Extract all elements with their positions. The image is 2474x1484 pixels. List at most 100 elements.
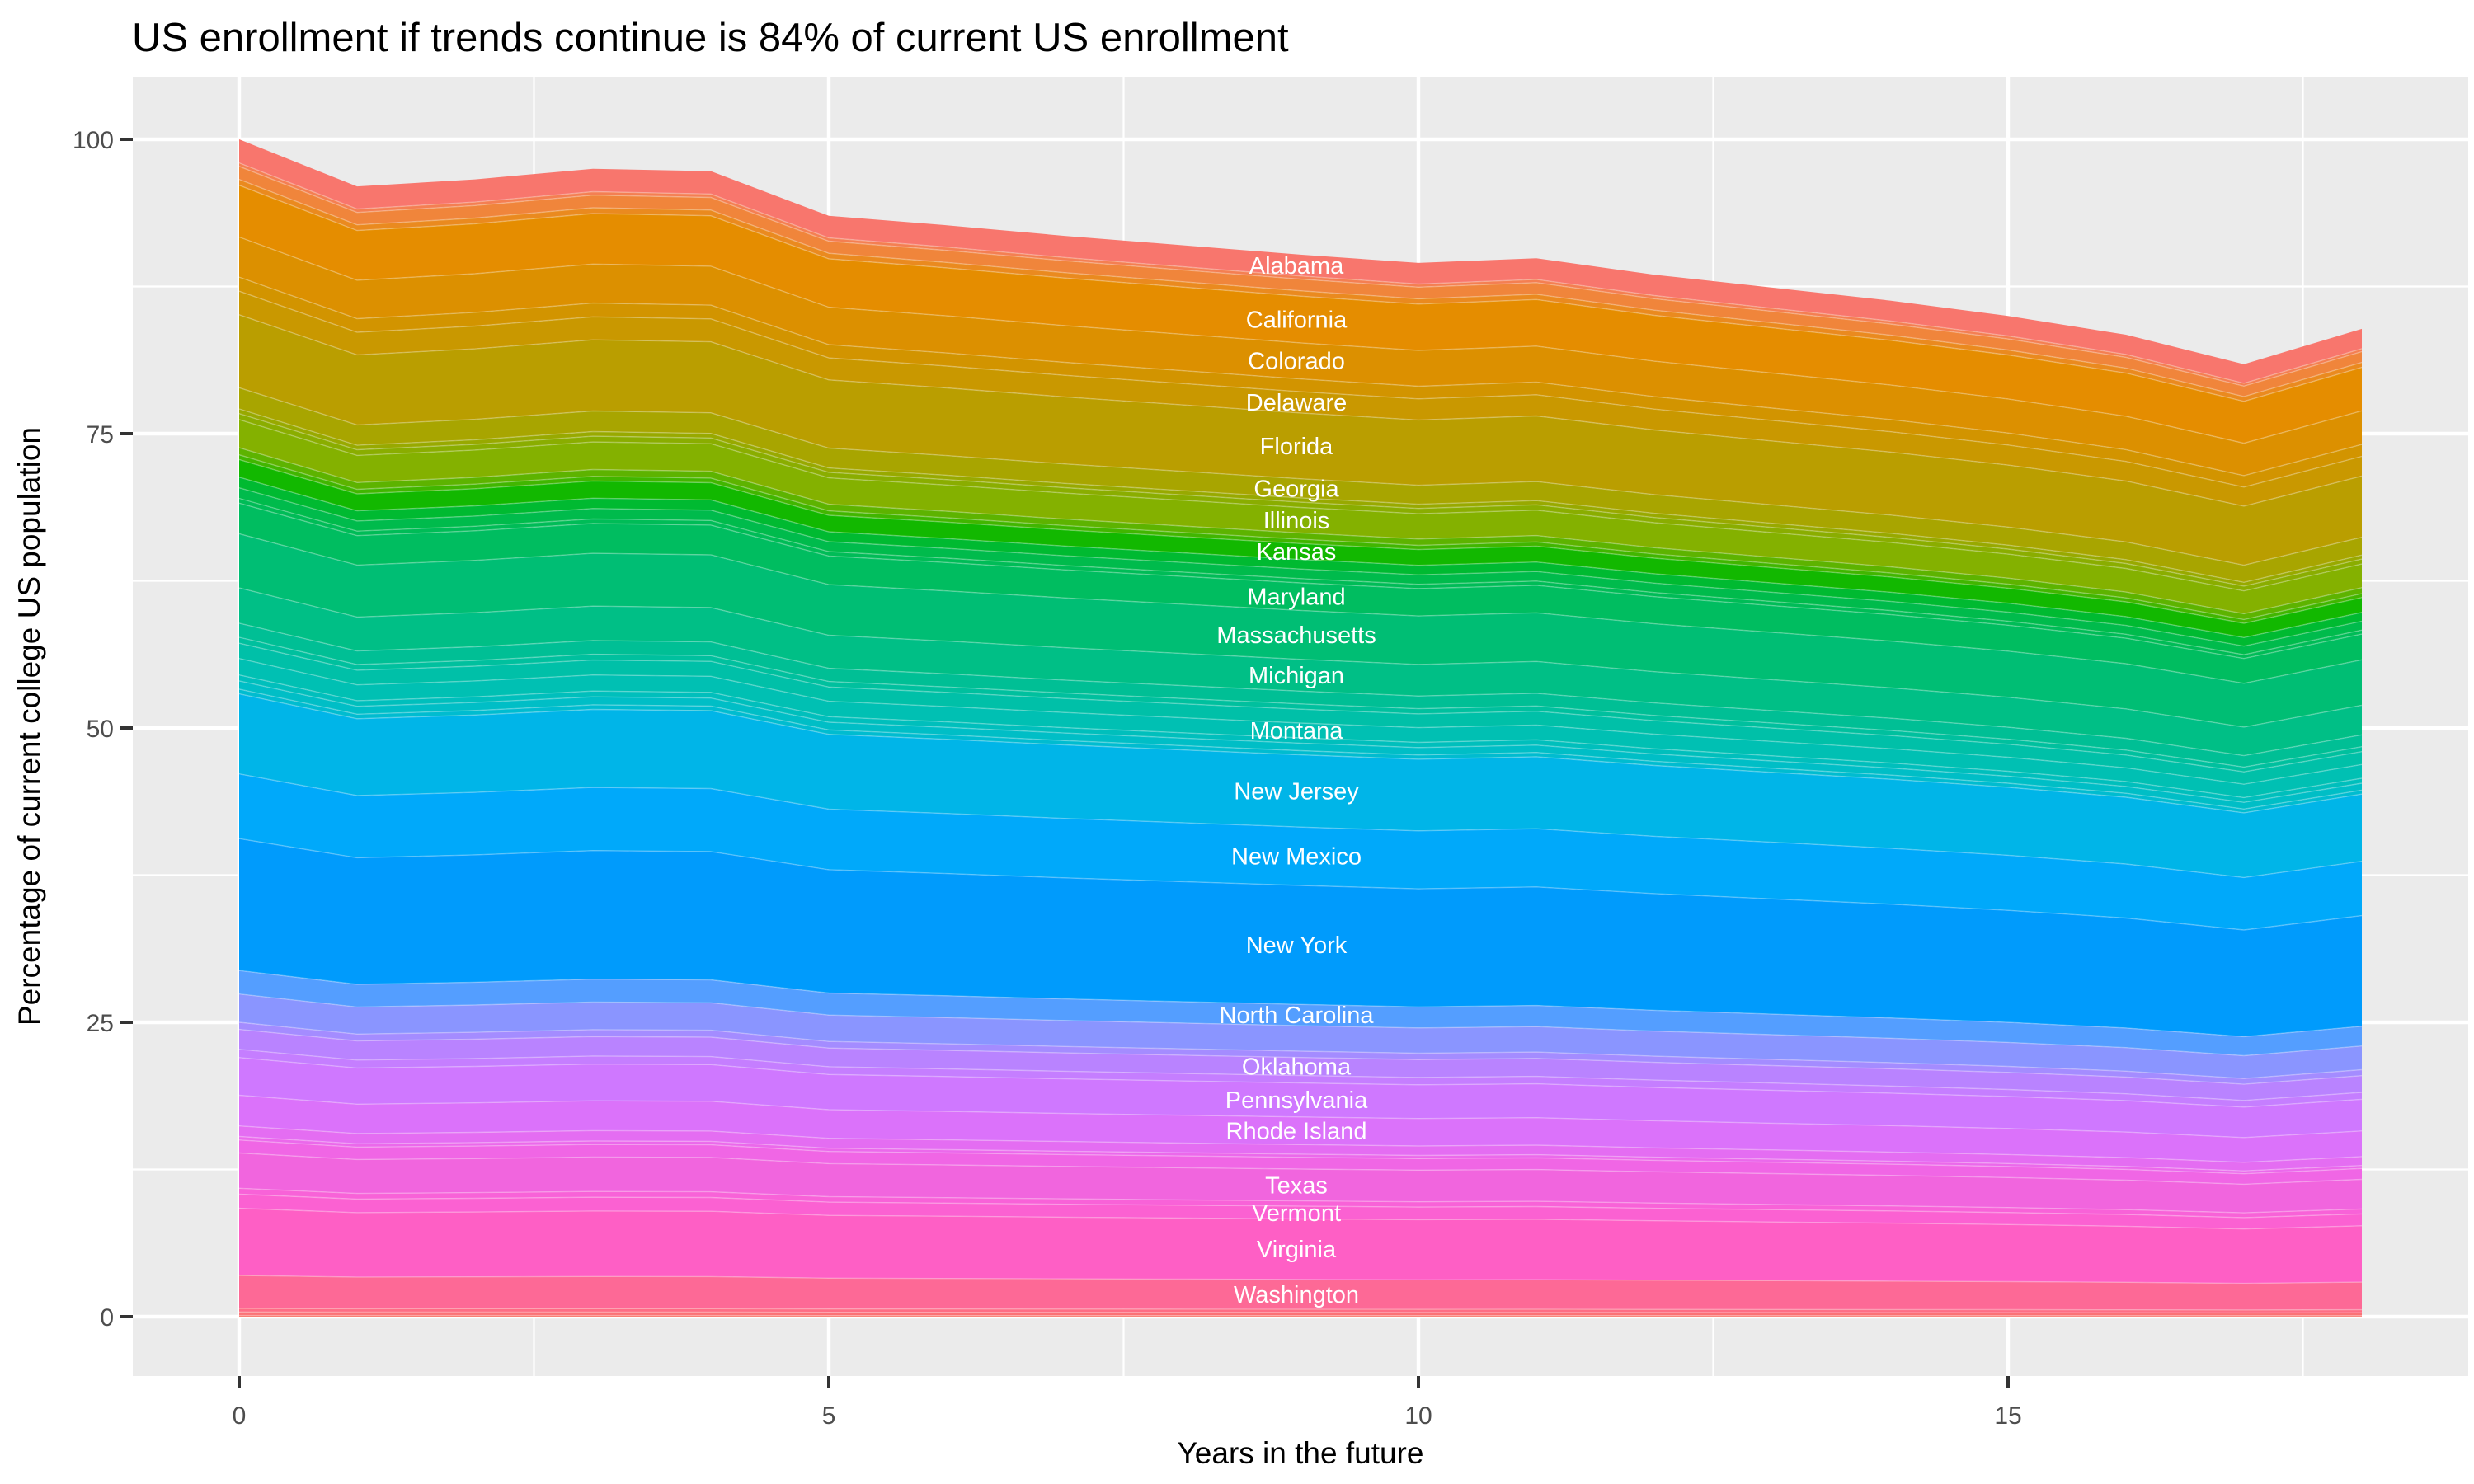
band-boundary-new-hampshire xyxy=(238,688,2363,810)
area-band-north-carolina xyxy=(239,970,2362,1056)
area-band-vermont xyxy=(239,1194,2362,1229)
area-band-hawaii xyxy=(239,409,2362,586)
band-boundary-illinois xyxy=(238,419,2363,592)
state-label-illinois: Illinois xyxy=(1263,508,1330,534)
band-boundary-utah xyxy=(238,1187,2363,1214)
band-boundary-arkansas xyxy=(238,178,2363,397)
band-boundary-georgia xyxy=(238,387,2363,566)
area-band-texas xyxy=(239,1153,2362,1214)
band-boundary-oregon xyxy=(238,1049,2363,1101)
area-band-pennsylvania xyxy=(239,1057,2362,1138)
band-boundary-idaho xyxy=(238,413,2363,587)
area-band-tennessee xyxy=(239,1139,2362,1185)
state-label-michigan: Michigan xyxy=(1249,663,1344,689)
area-band-alabama xyxy=(239,139,2362,383)
y-tick-label-50: 50 xyxy=(87,716,114,743)
band-boundary-maine xyxy=(238,497,2363,655)
y-tick-label-100: 100 xyxy=(73,127,114,154)
area-band-georgia xyxy=(239,387,2362,583)
area-band-arkansas xyxy=(239,179,2362,402)
band-boundary-montana xyxy=(238,658,2363,785)
area-band-minnesota xyxy=(239,622,2362,768)
x-axis-title: Years in the future xyxy=(1178,1436,1424,1470)
band-boundary-oklahoma xyxy=(238,1028,2363,1085)
band-boundary-texas xyxy=(238,1152,2363,1186)
area-band-iowa xyxy=(239,454,2362,623)
stacked-area-bands xyxy=(239,139,2362,1317)
area-band-missouri xyxy=(239,643,2362,785)
band-boundary-minnesota xyxy=(238,622,2363,757)
area-band-north-dakota xyxy=(239,993,2362,1079)
area-band-connecticut xyxy=(239,277,2362,487)
area-band-colorado xyxy=(239,237,2362,476)
band-boundary-kentucky xyxy=(238,477,2363,639)
y-tick-label-75: 75 xyxy=(87,421,114,448)
area-band-new-mexico xyxy=(239,773,2362,930)
area-band-maine xyxy=(239,498,2362,659)
state-label-new-jersey: New Jersey xyxy=(1234,778,1359,805)
band-boundary-hawaii xyxy=(238,408,2363,584)
state-label-virginia: Virginia xyxy=(1257,1237,1337,1263)
y-axis-title: Percentage of current college US populat… xyxy=(12,427,46,1026)
band-boundary-alaska xyxy=(238,162,2363,384)
band-boundary-nevada xyxy=(238,680,2363,803)
state-label-new-mexico: New Mexico xyxy=(1231,844,1362,871)
band-boundary-kansas xyxy=(238,458,2363,624)
area-band-alaska xyxy=(239,162,2362,387)
state-label-new-york: New York xyxy=(1246,932,1348,959)
axis-tick-labels: 0 5 10 15 0 25 50 75 100 xyxy=(73,127,2022,1430)
band-boundary-iowa xyxy=(238,454,2363,621)
state-label-pennsylvania: Pennsylvania xyxy=(1225,1087,1368,1114)
x-tick-label-10: 10 xyxy=(1404,1402,1432,1430)
band-boundary-indiana xyxy=(238,447,2363,615)
state-label-rhode-island: Rhode Island xyxy=(1226,1119,1367,1145)
area-band-south-dakota xyxy=(239,1136,2362,1174)
area-band-oklahoma xyxy=(239,1029,2362,1101)
band-boundary-new-mexico xyxy=(238,773,2363,879)
y-tick-label-0: 0 xyxy=(100,1304,114,1331)
band-boundary-florida xyxy=(238,314,2363,507)
x-tick-label-0: 0 xyxy=(233,1402,247,1430)
state-label-california: California xyxy=(1246,308,1348,334)
band-boundary-washington xyxy=(238,1275,2363,1284)
area-band-new-york xyxy=(239,838,2362,1037)
state-label-massachusetts: Massachusetts xyxy=(1216,622,1376,649)
area-band-wisconsin xyxy=(239,1312,2362,1316)
state-label-alabama: Alabama xyxy=(1249,253,1344,279)
area-band-virginia xyxy=(239,1208,2362,1284)
area-band-new-jersey xyxy=(239,693,2362,878)
state-label-vermont: Vermont xyxy=(1252,1200,1341,1227)
state-label-florida: Florida xyxy=(1260,434,1334,460)
area-band-kentucky xyxy=(239,477,2362,646)
area-band-south-carolina xyxy=(239,1125,2362,1172)
area-band-new-hampshire xyxy=(239,688,2362,813)
area-band-washington xyxy=(239,1275,2362,1310)
chart-title: US enrollment if trends continue is 84% … xyxy=(132,16,1289,60)
area-band-nebraska xyxy=(239,674,2362,803)
state-label-kansas: Kansas xyxy=(1257,539,1337,566)
band-boundary-wisconsin xyxy=(238,1311,2363,1314)
band-boundary-michigan xyxy=(238,587,2363,728)
band-boundary-california xyxy=(238,185,2363,402)
area-band-illinois xyxy=(239,419,2362,614)
area-band-florida xyxy=(239,314,2362,566)
area-band-massachusetts xyxy=(239,533,2362,727)
band-boundary-tennessee xyxy=(238,1139,2363,1175)
band-boundary-north-carolina xyxy=(238,970,2363,1038)
band-boundary-louisiana xyxy=(238,487,2363,647)
band-boundary-nebraska xyxy=(238,674,2363,799)
area-band-oregon xyxy=(239,1049,2362,1107)
state-label-delaware: Delaware xyxy=(1246,390,1348,416)
area-band-ohio xyxy=(239,1022,2362,1085)
area-band-arizona xyxy=(239,166,2362,397)
area-band-california xyxy=(239,185,2362,444)
band-boundary-new-jersey xyxy=(238,693,2363,814)
x-tick-label-15: 15 xyxy=(1994,1402,2021,1430)
state-label-texas: Texas xyxy=(1265,1172,1328,1199)
band-boundary-connecticut xyxy=(238,276,2363,477)
area-band-wyoming xyxy=(239,1315,2362,1317)
area-band-mississippi xyxy=(239,637,2362,773)
area-band-delaware xyxy=(239,291,2362,506)
